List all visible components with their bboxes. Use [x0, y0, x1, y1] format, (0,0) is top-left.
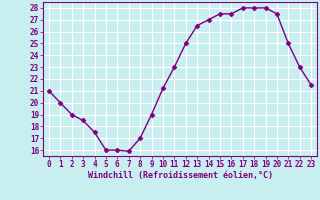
X-axis label: Windchill (Refroidissement éolien,°C): Windchill (Refroidissement éolien,°C)	[87, 171, 273, 180]
